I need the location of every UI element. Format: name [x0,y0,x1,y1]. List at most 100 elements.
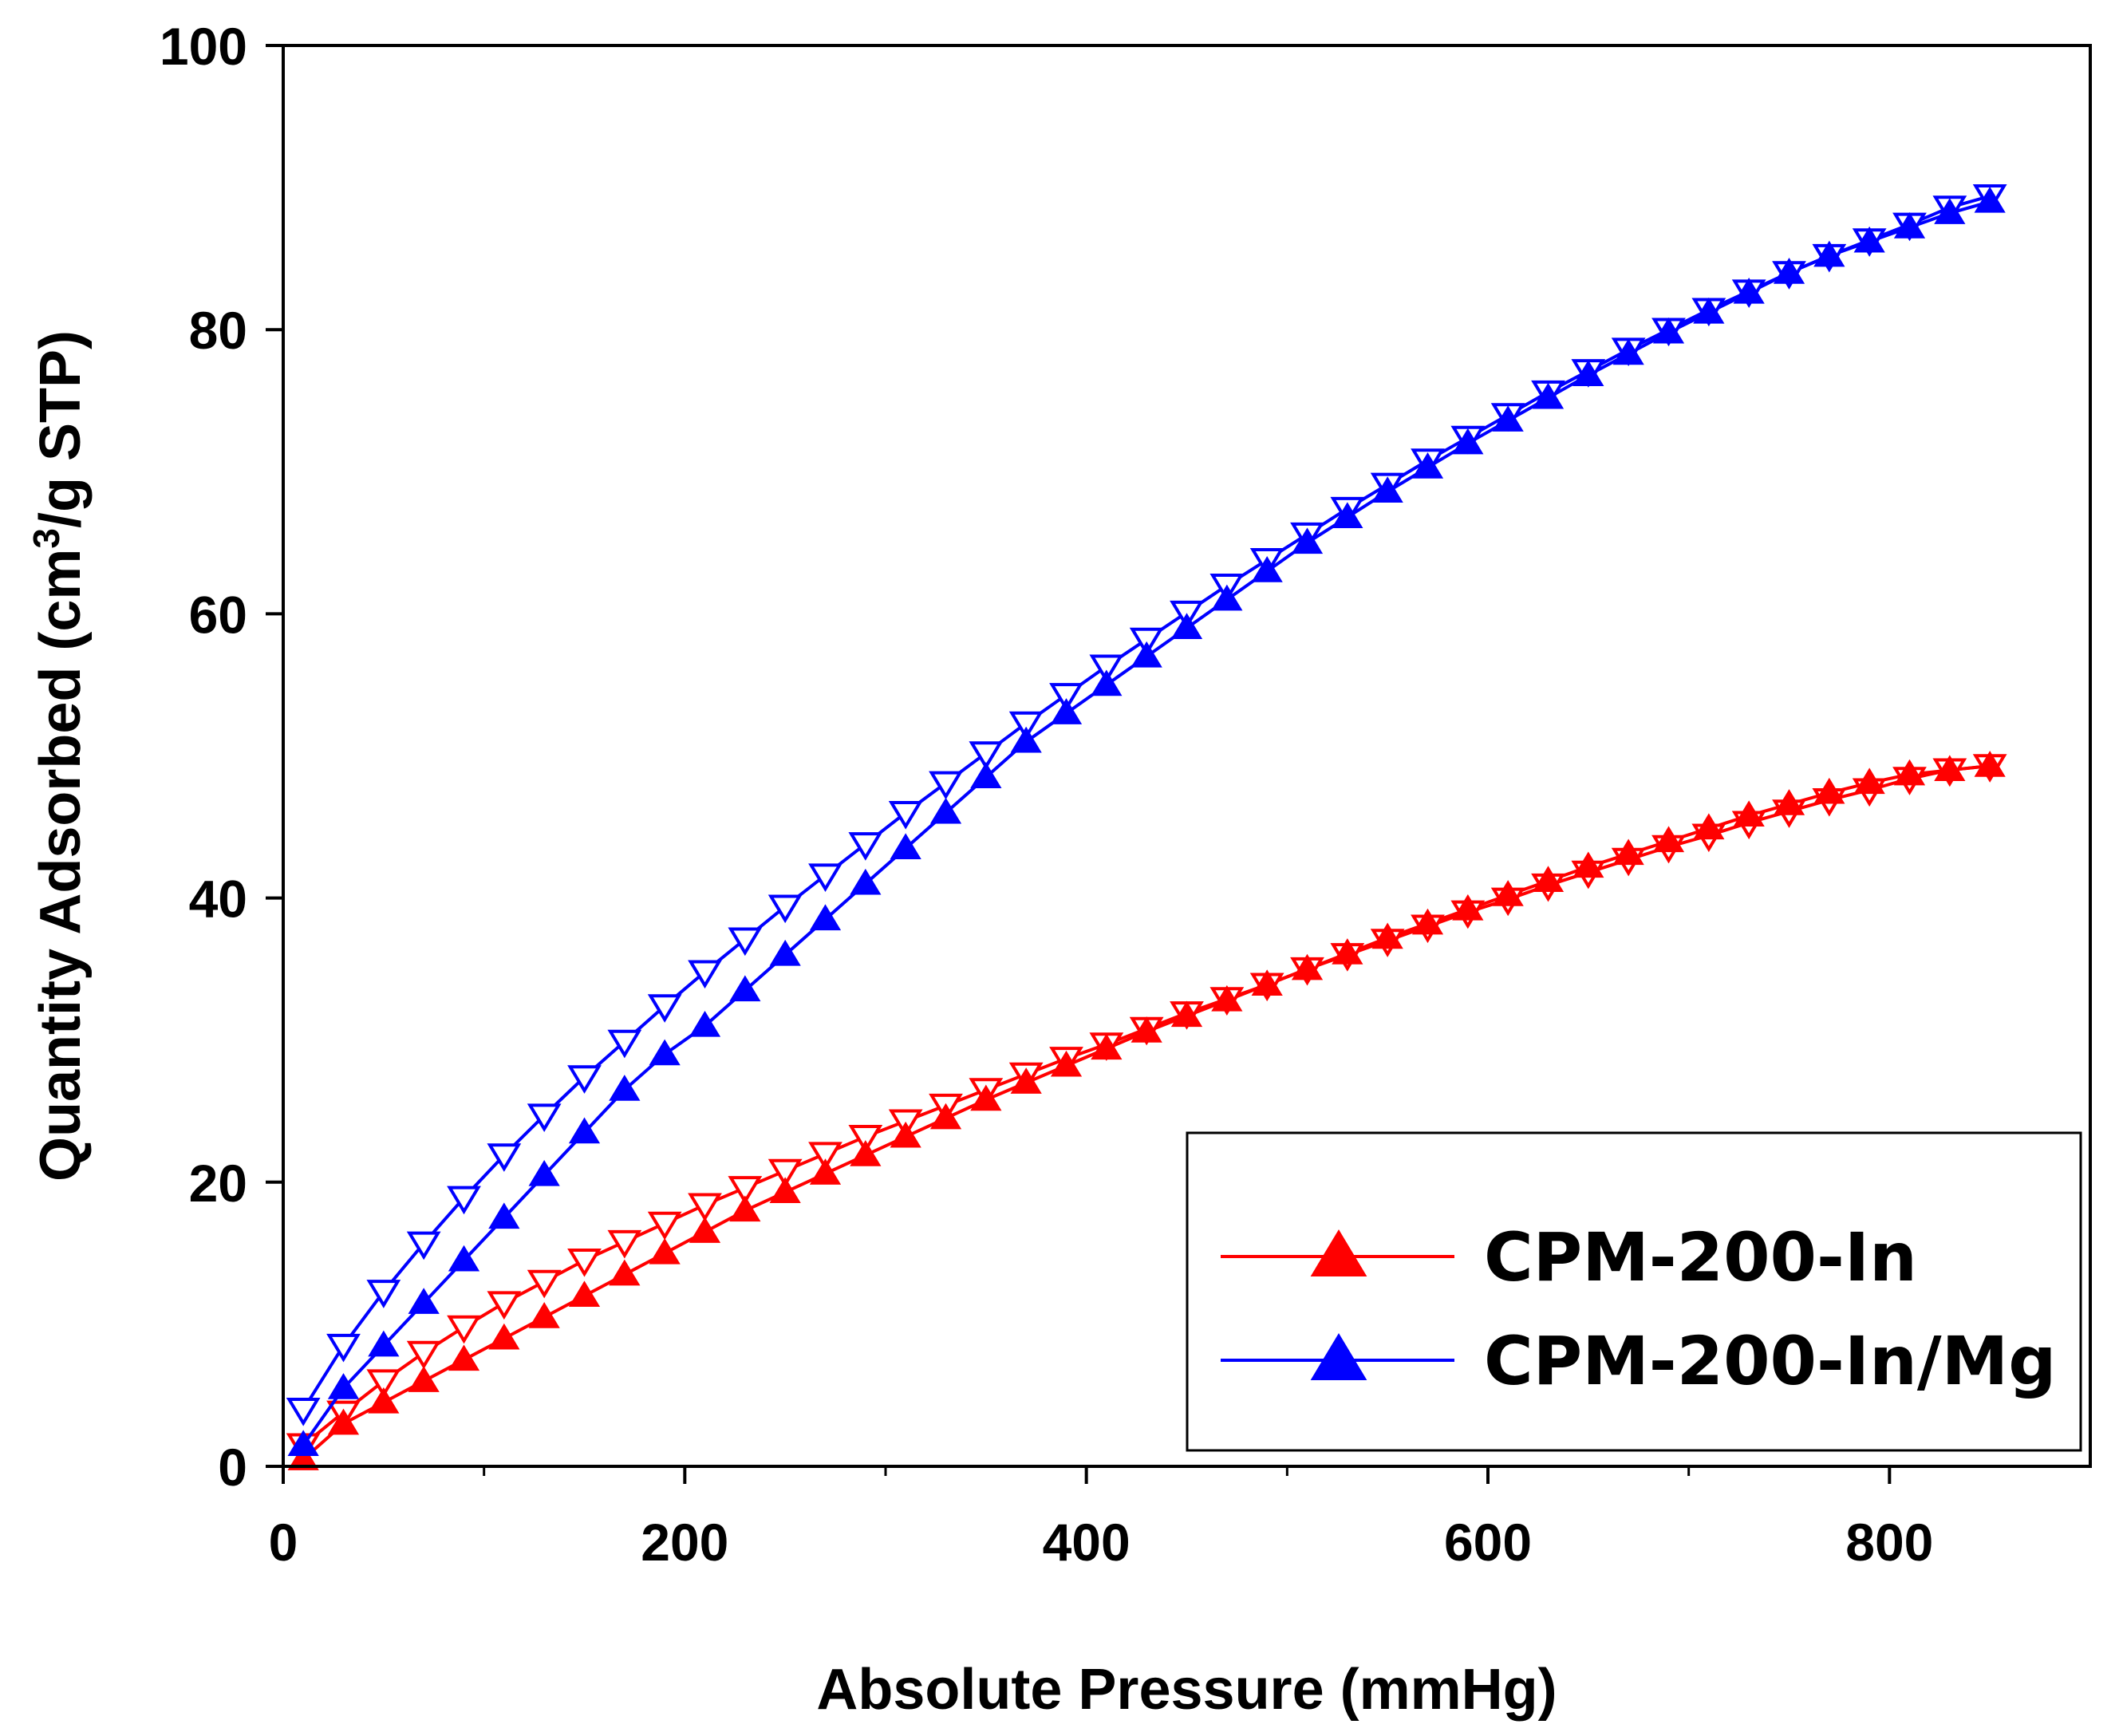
adsorption-point-cpm-200-in [1170,1000,1203,1028]
adsorption-point-cpm-200-in-mg [1893,212,1926,239]
y-tick-label: 60 [189,585,247,644]
legend-entry-cpm-200-in: CPM-200-In [1221,1218,1917,1296]
adsorption-point-cpm-200-in [568,1280,601,1308]
adsorption-point-cpm-200-in [970,1084,1002,1111]
plot-content [286,184,2007,1470]
desorption-point-cpm-200-in-mg [286,1398,321,1426]
desorption-point-cpm-200-in [767,1158,803,1188]
adsorption-point-cpm-200-in-mg [1934,198,1966,224]
desorption-point-cpm-200-in-mg [888,800,923,830]
desorption-point-cpm-200-in [848,1125,883,1154]
y-tick-label: 20 [189,1154,247,1213]
desorption-point-cpm-200-in [728,1176,763,1205]
adsorption-point-cpm-200-in [327,1408,360,1435]
adsorption-point-cpm-200-in-mg [287,1430,319,1457]
y-tick-label: 0 [218,1438,247,1497]
desorption-point-cpm-200-in-mg [728,927,763,957]
adsorption-point-cpm-200-in-mg [327,1373,360,1399]
adsorption-point-cpm-200-in-mg [1332,502,1363,529]
adsorption-point-cpm-200-in [890,1121,921,1148]
adsorption-point-cpm-200-in-mg [528,1159,560,1186]
legend-entries: CPM-200-In CPM-200-In/Mg [1221,1218,2056,1400]
adsorption-point-cpm-200-in-mg [1251,556,1283,582]
x-tick-label: 600 [1444,1513,1532,1572]
desorption-point-cpm-200-in-mg [647,994,682,1023]
adsorption-point-cpm-200-in [1853,767,1885,795]
adsorption-point-cpm-200-in-mg [850,868,882,895]
y-tick-label: 40 [189,870,247,929]
desorption-point-cpm-200-in [567,1249,602,1277]
adsorption-point-cpm-200-in-mg [1733,277,1765,304]
adsorption-point-cpm-200-in-mg [1773,258,1805,284]
desorption-point-cpm-200-in-mg [1089,654,1124,684]
adsorption-point-cpm-200-in-mg [649,1039,681,1066]
x-tick-label: 800 [1845,1513,1933,1572]
adsorption-point-cpm-200-in-mg [1652,317,1685,344]
desorption-point-cpm-200-in-mg [607,1029,642,1059]
adsorption-point-cpm-200-in-mg [408,1288,440,1314]
adsorption-point-cpm-200-in-mg [1452,428,1484,455]
adsorption-point-cpm-200-in [1091,1033,1123,1060]
adsorption-point-cpm-200-in [1211,984,1243,1012]
desorption-point-cpm-200-in-mg [406,1231,441,1261]
adsorption-point-cpm-200-in-mg [1371,476,1403,503]
desorption-point-cpm-200-in-mg [1129,627,1164,657]
adsorption-point-cpm-200-in-mg [1411,452,1444,479]
adsorption-point-cpm-200-in-mg [448,1245,480,1272]
legend-label-cpm-200-in-mg: CPM-200-In/Mg [1484,1322,2056,1400]
legend-marker-cpm-200-in [1310,1229,1367,1276]
legend-box [1186,1131,2082,1452]
adsorption-point-cpm-200-in [1773,789,1805,815]
desorption-point-cpm-200-in [688,1193,722,1222]
desorption-point-cpm-200-in-mg [366,1280,401,1308]
desorption-point-cpm-200-in-mg [848,832,883,861]
adsorption-point-cpm-200-in [408,1366,440,1392]
adsorption-point-cpm-200-in-mg [929,797,962,824]
desorption-point-cpm-200-in-mg [969,741,1004,770]
desorption-point-cpm-200-in-mg [688,960,722,989]
y-axis-title: Quantity Adsorbed (cm3/g STP) [26,330,93,1182]
adsorption-point-cpm-200-in-mg [1010,726,1042,753]
adsorption-point-cpm-200-in [1050,1050,1083,1077]
adsorption-point-cpm-200-in-mg [1572,360,1604,386]
adsorption-point-cpm-200-in [850,1140,882,1166]
desorption-point-cpm-200-in-mg [1008,711,1044,740]
desorption-point-cpm-200-in-mg [1049,683,1083,712]
adsorption-point-cpm-200-in-mg [1170,613,1203,639]
adsorption-point-cpm-200-in [287,1444,319,1470]
x-axis-title: Absolute Pressure (mmHg) [816,1658,1557,1722]
adsorption-point-cpm-200-in [1251,969,1283,996]
adsorption-point-cpm-200-in [448,1344,480,1371]
adsorption-point-cpm-200-in [729,1195,761,1222]
adsorption-point-cpm-200-in [1452,894,1484,921]
adsorption-point-cpm-200-in [1813,777,1845,804]
adsorption-point-cpm-200-in-mg [1291,527,1324,554]
y-axis-title-unit: /g STP) [29,330,93,528]
adsorption-point-cpm-200-in-mg [1853,226,1885,253]
series-cpm-200-in [286,751,2007,1470]
adsorption-point-cpm-200-in [1492,880,1524,906]
desorption-point-cpm-200-in [487,1291,522,1320]
x-tick-label: 0 [269,1513,298,1572]
legend-marker-cpm-200-in-mg [1310,1333,1367,1380]
adsorption-point-cpm-200-in [1371,922,1403,949]
adsorption-point-cpm-200-in [1332,938,1363,965]
adsorption-point-cpm-200-in-mg [970,762,1002,788]
desorption-point-cpm-200-in [366,1369,401,1399]
adsorption-point-cpm-200-in-mg [689,1010,721,1037]
adsorption-point-cpm-200-in-mg [1091,669,1123,696]
x-tick-label: 200 [641,1513,728,1572]
adsorption-point-cpm-200-in [689,1217,721,1243]
series-cpm-200-in-mg [286,184,2007,1457]
adsorption-point-cpm-200-in-mg [1050,698,1083,724]
adsorption-point-cpm-200-in-mg [1532,382,1565,409]
adsorption-point-cpm-200-in-mg [1211,584,1243,611]
adsorption-point-cpm-200-in-mg [1693,297,1725,324]
y-axis-title-main: Quantity Adsorbed (cm [29,549,93,1182]
desorption-point-cpm-200-in-mg [447,1186,481,1215]
adsorption-point-cpm-200-in [368,1387,400,1414]
desorption-point-cpm-200-in [808,1142,842,1171]
adsorption-point-cpm-200-in [1733,800,1765,827]
adsorption-point-cpm-200-in-mg [368,1330,400,1357]
